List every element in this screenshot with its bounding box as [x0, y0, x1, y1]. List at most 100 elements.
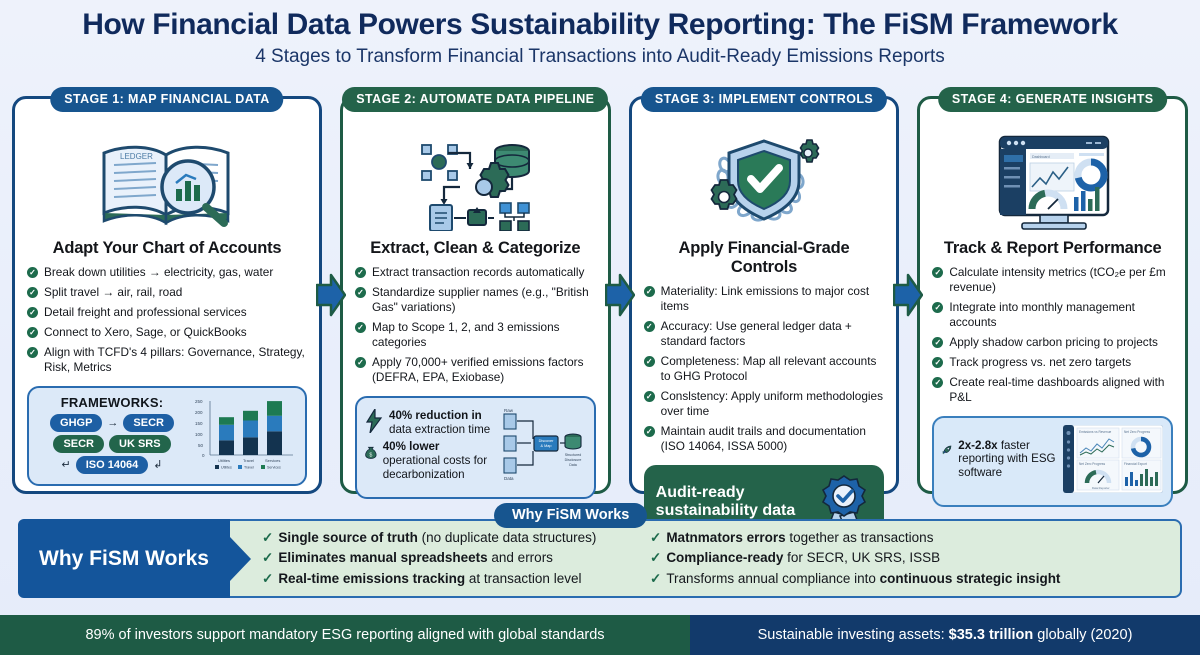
svg-text:Net Zero Progress: Net Zero Progress	[1124, 430, 1150, 434]
svg-text:Travel: Travel	[244, 466, 254, 470]
why-fism-label-panel: Why FiSM Works	[18, 519, 230, 598]
svg-text:$: $	[369, 453, 372, 459]
stage-title-1: Adapt Your Chart of Accounts	[52, 239, 282, 257]
etl-flow-diagram: Raw Discover & Map Structured	[500, 405, 586, 490]
svg-text:Disclosure: Disclosure	[564, 458, 581, 462]
stat-extraction-time: 40% reduction in data extraction time	[365, 409, 494, 436]
footer-stat-left: 89% of investors support mandatory ESG r…	[0, 615, 690, 655]
stage-bullets-1: ✓ Break down utilities → electricity, gas…	[27, 265, 307, 380]
why-fism-section: Why FiSM Works ✓ Single source of truth (…	[18, 519, 1182, 598]
stat-value: 2x-2.8x	[958, 438, 998, 452]
svg-text:Dashboard: Dashboard	[1032, 155, 1050, 159]
framework-pill-ghgp[interactable]: GHGP	[50, 413, 103, 432]
stage-badge-2: STAGE 2: AUTOMATE DATA PIPELINE	[342, 87, 609, 112]
list-item: ✓ Standardize supplier names (e.g., "Brit…	[355, 285, 596, 315]
list-item: ✓ Accuracy: Use general ledger data + sta…	[643, 319, 885, 349]
check-icon: ✓	[27, 346, 38, 358]
svg-text:Travel: Travel	[243, 458, 254, 463]
stage-card-2[interactable]: STAGE 2: AUTOMATE DATA PIPELINE	[340, 87, 611, 499]
check-icon: ✓	[932, 267, 944, 278]
check-icon: ✓	[650, 570, 662, 586]
list-item: ✓ Create real-time dashboards aligned wit…	[932, 375, 1173, 405]
stage-bullets-3: ✓ Materiality: Link emissions to major co…	[643, 284, 885, 459]
rocket-icon	[942, 445, 952, 455]
check-icon: ✓	[27, 306, 38, 318]
check-icon: ✓	[262, 570, 274, 586]
svg-text:Data Reporter: Data Reporter	[1092, 486, 1110, 490]
check-icon: ✓	[643, 355, 655, 367]
list-item: ✓ Materiality: Link emissions to major co…	[643, 284, 885, 314]
check-icon: ✓	[355, 356, 366, 368]
framework-pill-secr[interactable]: SECR	[53, 434, 104, 453]
check-icon: ✓	[355, 267, 366, 278]
framework-pill-secr-top[interactable]: SECR	[123, 413, 174, 432]
why-fism-panel-label: Why FiSM Works	[39, 546, 209, 570]
list-item: ✓ Apply shadow carbon pricing to projects	[932, 335, 1173, 350]
stat-value: 40% reduction in	[389, 409, 482, 423]
why-column-left: ✓ Single source of truth (no duplicate da…	[262, 527, 636, 590]
why-item: ✓ Compliance-ready for SECR, UK SRS, ISSB	[650, 550, 941, 566]
arrow-right-icon: →	[107, 416, 119, 429]
emissions-bar-chart: 250 200 150 100 50 0	[193, 395, 297, 476]
svg-text:Structured: Structured	[564, 453, 581, 457]
list-item: ✓ Maintain audit trails and documentation…	[643, 424, 885, 454]
footer-bar: 89% of investors support mandatory ESG r…	[0, 615, 1200, 655]
why-item: ✓ Matnmators errors together as transacti…	[650, 530, 934, 546]
stat-faster-reporting: 2x-2.8x faster reporting with ESG softwa…	[942, 439, 1057, 480]
check-icon: ✓	[932, 376, 944, 388]
svg-text:150: 150	[195, 421, 203, 426]
why-item: ✓ Real-time emissions tracking at transac…	[262, 570, 582, 586]
why-fism-tab: Why FiSM Works	[494, 503, 648, 528]
svg-text:Raw: Raw	[504, 408, 514, 413]
infographic-header: How Financial Data Powers Sustainability…	[0, 0, 1200, 68]
stage-bullets-4: ✓ Calculate intensity metrics (tCO₂e per …	[932, 265, 1173, 410]
svg-text:50: 50	[198, 443, 204, 448]
list-item: ✓ Split travel → air, rail, road	[27, 285, 307, 300]
flow-arrow-2	[604, 272, 635, 318]
list-item: ✓ Break down utilities → electricity, gas…	[27, 265, 307, 280]
check-icon: ✓	[262, 550, 274, 566]
check-icon: ✓	[27, 267, 38, 278]
check-icon: ✓	[355, 286, 366, 298]
ledger-book-magnifier-icon: LEDGER	[27, 131, 307, 231]
framework-pill-uksrs[interactable]: UK SRS	[109, 434, 171, 453]
shield-check-chain-icon	[644, 131, 885, 231]
svg-text:200: 200	[195, 410, 203, 415]
stage-card-3[interactable]: STAGE 3: IMPLEMENT CONTROLS	[628, 87, 900, 539]
stage-title-4: Track & Report Performance	[943, 239, 1162, 257]
why-item: ✓ Eliminates manual spreadsheets and erro…	[262, 550, 553, 566]
why-item: ✓ Single source of truth (no duplicate da…	[262, 530, 597, 546]
svg-text:Financial Export: Financial Export	[1124, 462, 1147, 466]
svg-text:0: 0	[202, 453, 205, 458]
svg-text:Data: Data	[569, 463, 577, 467]
arrow-up-left-icon: ↵	[61, 459, 71, 472]
check-icon: ✓	[27, 326, 38, 338]
list-item: ✓ Apply 70,000+ verified emissions factor…	[355, 355, 596, 385]
stage-card-4[interactable]: STAGE 4: GENERATE INSIGHTS Dashboard	[917, 87, 1189, 507]
check-icon: ✓	[27, 286, 38, 298]
svg-text:Utilites: Utilites	[221, 466, 232, 470]
list-item: ✓ Calculate intensity metrics (tCO₂e per …	[932, 265, 1173, 295]
flow-arrow-1	[316, 272, 346, 318]
check-icon: ✓	[932, 301, 944, 313]
svg-text:250: 250	[195, 399, 203, 404]
check-icon: ✓	[643, 320, 655, 332]
lightning-bolt-icon	[365, 409, 383, 434]
stage-bullets-2: ✓ Extract transaction records automatical…	[355, 265, 596, 390]
stage-card-1[interactable]: STAGE 1: MAP FINANCIAL DATA LEDGER	[12, 87, 322, 494]
framework-pill-iso[interactable]: ISO 14064	[75, 455, 149, 474]
stat-operational-costs: $ 40% lower operational costs for decarbo…	[365, 440, 494, 481]
check-icon: ✓	[643, 425, 655, 437]
check-icon: ✓	[650, 550, 662, 566]
mini-dashboard-preview: Emissions vs Revenue Net Zero Progress N…	[1062, 424, 1164, 498]
svg-text:& Map: & Map	[540, 444, 551, 448]
why-fism-content: ✓ Single source of truth (no duplicate da…	[230, 519, 1182, 598]
why-item: ✓ Transforms annual compliance into conti…	[650, 570, 1061, 586]
svg-text:Net Zero Progress: Net Zero Progress	[1079, 462, 1105, 466]
list-item: ✓ Detail freight and professional service…	[27, 305, 307, 320]
page-title: How Financial Data Powers Sustainability…	[82, 8, 1118, 41]
stage-badge-1: STAGE 1: MAP FINANCIAL DATA	[50, 87, 284, 112]
check-icon: ✓	[355, 321, 366, 333]
list-item: ✓ Extract transaction records automatical…	[355, 265, 596, 280]
svg-text:Services: Services	[267, 466, 281, 470]
